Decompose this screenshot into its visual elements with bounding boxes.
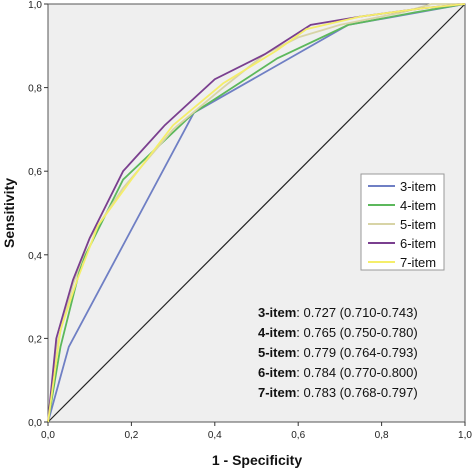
x-tick-label: 0,2 bbox=[124, 430, 138, 441]
legend-items: 3-item 4-item 5-item 6-item 7-item bbox=[368, 179, 436, 270]
x-tick-label: 0,0 bbox=[41, 430, 55, 441]
y-tick-label: 0,2 bbox=[28, 334, 42, 345]
x-tick-label: 0,6 bbox=[291, 430, 305, 441]
x-axis-title: 1 - Specificity bbox=[212, 452, 302, 468]
y-tick-label: 1,0 bbox=[28, 0, 42, 11]
auc-line-6-item: 6-item: 0.784 (0.770-0.800) bbox=[258, 365, 418, 380]
y-tick-label: 0,4 bbox=[28, 251, 42, 262]
auc-line-5-item: 5-item: 0.779 (0.764-0.793) bbox=[258, 345, 418, 360]
auc-line-3-item: 3-item: 0.727 (0.710-0.743) bbox=[258, 305, 418, 320]
reference-diagonal-line bbox=[47, 3, 466, 423]
auc-statistics: 3-item: 0.727 (0.710-0.743) 4-item: 0.765… bbox=[258, 305, 418, 400]
legend-box bbox=[360, 173, 445, 271]
axis-layer: 0,0 0,2 0,4 0,6 0,8 1,0 0,0 0,2 0,4 0,6 0,8 1,0 bbox=[28, 0, 472, 441]
y-tick-label: 0,8 bbox=[28, 84, 42, 95]
x-tick-label: 1,0 bbox=[458, 430, 472, 441]
legend-label-3-item: 3-item bbox=[400, 179, 436, 194]
x-tick-label: 0,4 bbox=[208, 430, 222, 441]
series-line-7-item bbox=[47, 3, 466, 423]
y-tick-label: 0,0 bbox=[28, 418, 42, 429]
x-tick-label: 0,8 bbox=[375, 430, 389, 441]
y-axis-title: Sensitivity bbox=[1, 178, 17, 248]
y-tick-label: 0,6 bbox=[28, 167, 42, 178]
legend-label-5-item: 5-item bbox=[400, 217, 436, 232]
auc-line-7-item: 7-item: 0.783 (0.768-0.797) bbox=[258, 385, 418, 400]
legend-label-7-item: 7-item bbox=[400, 255, 436, 270]
legend: 3-item 4-item 5-item 6-item 7-item bbox=[360, 173, 445, 271]
auc-line-4-item: 4-item: 0.765 (0.750-0.780) bbox=[258, 325, 418, 340]
legend-label-4-item: 4-item bbox=[400, 198, 436, 213]
legend-label-6-item: 6-item bbox=[400, 236, 436, 251]
series-layer bbox=[47, 3, 466, 423]
series-line-5-item bbox=[47, 3, 465, 423]
